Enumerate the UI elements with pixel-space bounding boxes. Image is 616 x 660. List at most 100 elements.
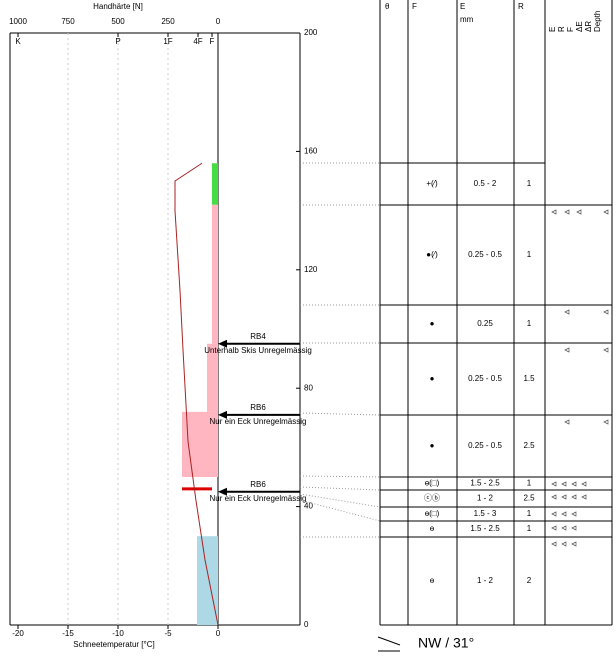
wind-slope: NW / 31° xyxy=(418,635,474,651)
hardness-letter-label: F xyxy=(210,37,215,46)
flag-icon xyxy=(571,494,577,500)
connector xyxy=(299,412,381,416)
row-hardness: 1 xyxy=(527,524,532,533)
hardness-tick-label: 1000 xyxy=(9,17,27,26)
flag-icon xyxy=(603,347,609,353)
flag-icon xyxy=(581,494,587,500)
flag-icon xyxy=(603,419,609,425)
hardness-tick-label: 500 xyxy=(111,17,125,26)
grain-form: ●(⁄) xyxy=(426,250,438,259)
flag-icon xyxy=(576,209,582,215)
connector xyxy=(299,475,381,478)
temperature-axis-title: Schneetemperatur [°C] xyxy=(73,640,154,649)
flag-header: E xyxy=(548,27,557,32)
row-hardness: 2.5 xyxy=(523,494,535,503)
grain-form: +(⁄) xyxy=(426,179,438,188)
row-hardness: 2 xyxy=(527,576,532,585)
flag-icon xyxy=(571,481,577,487)
hardness-layer xyxy=(197,536,218,625)
hardness-letter-label: 1F xyxy=(163,37,172,46)
table-header: F xyxy=(412,2,417,11)
table-header: R xyxy=(518,2,524,11)
grain-form: ɵ xyxy=(430,576,435,585)
grain-form: ⓒⓑ xyxy=(424,494,440,503)
temperature-line xyxy=(174,162,219,626)
table-header: E xyxy=(460,2,465,11)
row-hardness: 1 xyxy=(527,250,532,259)
temperature-tick-label: -15 xyxy=(62,629,74,638)
grain-size: 0.25 - 0.5 xyxy=(468,441,502,450)
hardness-letter-label: 4F xyxy=(193,37,202,46)
height-tick-label: 120 xyxy=(304,265,318,274)
flag-icon xyxy=(551,541,557,547)
flag-icon xyxy=(561,481,567,487)
hardness-tick-label: 750 xyxy=(61,17,75,26)
arrow-head xyxy=(218,487,227,496)
flag-icon xyxy=(571,511,577,517)
flag-icon xyxy=(564,209,570,215)
hardness-letter-label: K xyxy=(15,37,21,46)
arrow-head xyxy=(218,339,227,348)
height-tick-label: 160 xyxy=(304,147,318,156)
grain-size: 0.25 - 0.5 xyxy=(468,250,502,259)
flag-header: R xyxy=(557,26,566,32)
flag-icon xyxy=(551,209,557,215)
temperature-tick-label: -5 xyxy=(164,629,172,638)
row-hardness: 1 xyxy=(527,179,532,188)
flag-icon xyxy=(551,525,557,531)
test-code: RB4 xyxy=(250,332,266,341)
flag-icon xyxy=(581,481,587,487)
temperature-tick-label: 0 xyxy=(216,629,221,638)
height-tick-label: 80 xyxy=(304,383,313,392)
grain-size: 0.5 - 2 xyxy=(474,179,497,188)
flag-icon xyxy=(571,525,577,531)
grain-form: ● xyxy=(430,319,435,328)
hardness-layer xyxy=(212,204,218,344)
connector xyxy=(299,486,381,491)
height-tick-label: 200 xyxy=(304,28,318,37)
grain-form: ɵ(□) xyxy=(425,509,440,518)
table-unit: mm xyxy=(460,15,474,24)
flag-icon xyxy=(603,209,609,215)
height-tick-label: 0 xyxy=(304,620,309,629)
height-tick-label: 40 xyxy=(304,502,313,511)
flag-icon xyxy=(571,541,577,547)
flag-header: Depth xyxy=(593,11,602,32)
row-hardness: 1.5 xyxy=(523,374,535,383)
grain-size: 1.5 - 3 xyxy=(474,509,497,518)
flag-icon xyxy=(603,309,609,315)
hardness-letter-label: P xyxy=(115,37,120,46)
grain-size: 1 - 2 xyxy=(477,576,494,585)
flag-icon xyxy=(561,511,567,517)
grain-size: 1.5 - 2.5 xyxy=(470,524,500,533)
flag-header: F xyxy=(566,27,575,32)
hardness-layer xyxy=(212,163,218,205)
grain-form: ● xyxy=(430,441,435,450)
flag-header: ΔE xyxy=(575,21,584,32)
row-hardness: 1 xyxy=(527,479,532,488)
temperature-tick-label: -10 xyxy=(112,629,124,638)
hardness-axis-title: Handhärte [N] xyxy=(93,2,143,11)
grain-size: 0.25 - 0.5 xyxy=(468,374,502,383)
grain-size: 0.25 xyxy=(477,319,493,328)
hardness-tick-label: 0 xyxy=(216,17,221,26)
grain-size: 1.5 - 2.5 xyxy=(470,479,500,488)
flag-icon xyxy=(564,419,570,425)
row-hardness: 1 xyxy=(527,319,532,328)
arrow-head xyxy=(218,410,227,419)
grain-form: ● xyxy=(430,374,435,383)
row-hardness: 1 xyxy=(527,509,532,518)
test-code: RB6 xyxy=(250,403,266,412)
temperature-tick-label: -20 xyxy=(12,629,24,638)
flag-icon xyxy=(551,494,557,500)
grain-size: 1 - 2 xyxy=(477,494,494,503)
flag-header: ΔR xyxy=(584,21,593,32)
flag-icon xyxy=(561,525,567,531)
flag-icon xyxy=(564,309,570,315)
flag-icon xyxy=(551,481,557,487)
table-header: θ xyxy=(385,2,390,11)
flag-icon xyxy=(561,494,567,500)
flag-icon xyxy=(551,511,557,517)
